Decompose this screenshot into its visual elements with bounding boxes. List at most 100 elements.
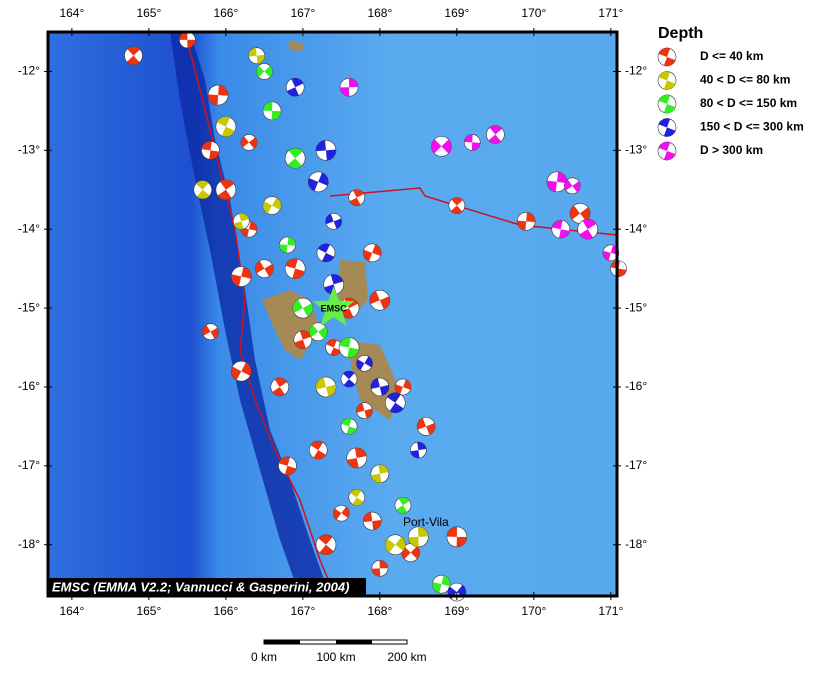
beachball (262, 196, 282, 215)
beachball (307, 171, 329, 193)
beachball-quad (285, 258, 305, 279)
y-tick-label: -12° (625, 64, 647, 78)
epicenter-label: EMSC (321, 303, 348, 313)
beachball-quad (217, 179, 235, 200)
beachball-quad (263, 197, 282, 214)
beachball (371, 560, 389, 577)
scale-label: 200 km (387, 650, 426, 664)
islands (262, 40, 400, 420)
beachball-quad (432, 575, 451, 593)
beachball (346, 447, 368, 469)
beachball (463, 134, 481, 151)
beachball-quad (263, 101, 282, 120)
beachball (215, 179, 237, 201)
x-tick-label: 170° (521, 604, 546, 618)
beachball (516, 212, 536, 231)
beachball (408, 526, 429, 548)
beachball-quad (564, 179, 581, 193)
x-tick-label: 170° (521, 6, 546, 20)
beachball-quad (371, 560, 388, 577)
beachball (657, 141, 677, 161)
y-tick-label: -18° (625, 537, 647, 551)
beachball (278, 456, 297, 476)
x-tick-label: 167° (290, 604, 315, 618)
beachball-quad (279, 237, 296, 253)
beachball-quad (610, 260, 627, 277)
x-tick-label: 168° (367, 604, 392, 618)
beachball (448, 197, 466, 214)
beachball (308, 322, 328, 342)
beachball (356, 402, 373, 419)
beachball-quad (396, 497, 410, 514)
beachball-quad (208, 85, 229, 106)
beachball (394, 496, 412, 514)
beachball (339, 77, 359, 97)
scale-bar-seg (336, 640, 372, 644)
beachball-quad (401, 546, 420, 560)
credit-box (48, 578, 366, 596)
beachball-quad (333, 506, 350, 520)
legend-label: 80 < D <= 150 km (700, 96, 797, 110)
y-tick-label: -16° (18, 379, 40, 393)
beachball (657, 71, 677, 90)
x-tick-label: 167° (290, 6, 315, 20)
beachball-quad (240, 221, 257, 238)
beachball-quad (356, 356, 373, 371)
beachball (394, 378, 412, 396)
beachball-quad (658, 71, 676, 90)
beachball-quad (431, 139, 452, 154)
beachball-quad (602, 245, 619, 261)
beachball-quad (325, 213, 342, 229)
beachball (486, 125, 505, 144)
place-label: Port-Vila (403, 515, 449, 529)
beachball (315, 376, 337, 398)
beachball-quad (233, 213, 249, 230)
beachball-quad (385, 536, 406, 553)
y-tick-label: -15° (625, 300, 647, 314)
beachball (340, 418, 358, 435)
beachball (546, 171, 568, 193)
beachball-quad (551, 220, 570, 239)
beachball-quad (349, 189, 364, 206)
beachball-quad (370, 464, 389, 483)
beachball (230, 266, 252, 287)
beachball-quad (570, 205, 590, 222)
epicenter-star (312, 286, 355, 326)
beachball (270, 377, 290, 397)
beachball-quad (350, 489, 364, 506)
events (124, 31, 627, 602)
beachball-quad (272, 377, 288, 396)
beachball (179, 31, 196, 49)
y-tick-label: -13° (625, 142, 647, 156)
beachball-quad (464, 134, 481, 151)
beachball (564, 177, 581, 195)
legend-label: 150 < D <= 300 km (700, 120, 804, 134)
beachball (255, 259, 274, 278)
beachball-quad (326, 339, 341, 356)
beachball-quad (363, 512, 382, 530)
beachball-quad (579, 219, 597, 240)
beachball-quad (310, 441, 326, 460)
beachball (279, 236, 296, 254)
beachball (356, 355, 373, 372)
scale-bar-seg (264, 640, 300, 644)
beachball-quad (394, 379, 411, 395)
beachball (284, 147, 306, 169)
beachball-quad (126, 46, 141, 65)
beachball-quad (278, 456, 297, 475)
beachball-quad (292, 299, 313, 317)
beachball-quad (179, 31, 196, 48)
beachball-quad (658, 142, 676, 160)
beachball (384, 392, 406, 414)
beachball-quad (201, 141, 220, 160)
legend-label: D <= 40 km (700, 49, 763, 63)
beachball (657, 94, 677, 114)
beachball (124, 46, 143, 65)
beachball (657, 47, 677, 67)
beachball (202, 323, 219, 341)
beachball (316, 243, 336, 263)
beachball-quad (315, 377, 336, 397)
beachball-quad (446, 526, 467, 547)
x-tick-label: 168° (367, 6, 392, 20)
